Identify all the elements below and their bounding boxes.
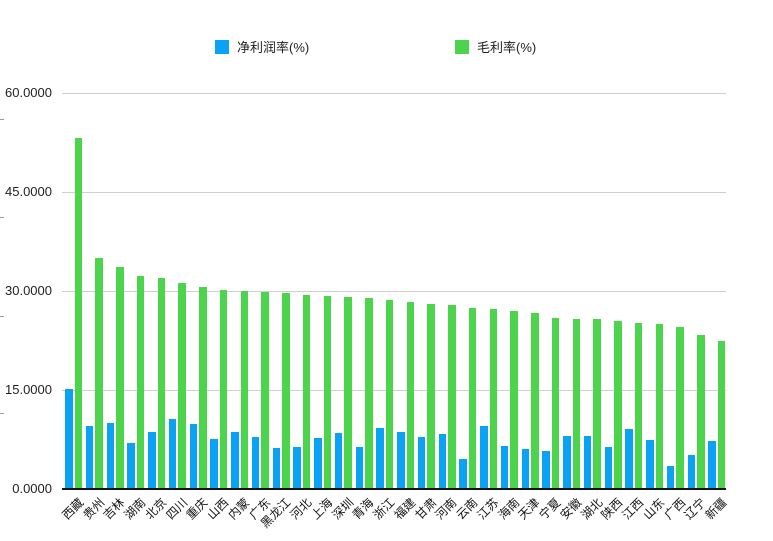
bar-gross-margin-湖北 [593,319,601,489]
bar-net-profit-margin-安徽 [563,435,571,489]
bar-gross-margin-吉林 [116,266,124,489]
bar-net-profit-margin-重庆 [189,424,197,489]
bar-gross-margin-浙江 [385,300,394,489]
bar-gross-margin-湖南 [136,275,145,489]
y-axis-minor-tick [0,119,4,120]
bar-gross-margin-甘肃 [427,304,435,489]
y-axis-tick-label-45: 45.0000 [5,184,52,199]
bar-net-profit-margin-深圳 [334,432,343,489]
bar-gross-margin-深圳 [344,296,352,489]
bar-net-profit-margin-海南 [500,446,509,489]
bar-net-profit-margin-山西 [210,438,218,489]
bar-gross-margin-黑龙江 [282,292,290,489]
bar-gross-margin-广西 [676,326,684,489]
bar-net-profit-margin-福建 [397,432,405,489]
bar-gross-margin-新疆 [717,340,726,489]
bar-net-profit-margin-湖南 [127,442,135,489]
bar-net-profit-margin-内蒙 [231,431,239,489]
gridline-45 [62,192,726,193]
bar-net-profit-margin-西藏 [65,389,73,489]
bar-net-profit-margin-天津 [521,449,529,489]
legend-label-net-profit-margin: 净利润率(%) [237,40,310,55]
bar-net-profit-margin-浙江 [376,427,384,489]
legend-swatch-net-profit-margin-icon [215,39,229,54]
y-axis-minor-tick [0,413,4,414]
y-axis-minor-tick [0,217,4,218]
x-axis-line [62,488,726,490]
bar-net-profit-margin-云南 [459,459,467,489]
bar-gross-margin-上海 [323,295,331,489]
bar-net-profit-margin-辽宁 [687,454,695,489]
bar-net-profit-margin-湖北 [583,436,592,489]
bar-gross-margin-福建 [406,301,414,489]
bar-gross-margin-贵州 [95,258,103,489]
bar-gross-margin-海南 [510,310,518,489]
legend-swatch-gross-margin-icon [455,39,469,54]
bar-gross-margin-陕西 [614,321,622,489]
bar-gross-margin-河北 [302,294,311,489]
bar-net-profit-margin-四川 [168,419,177,489]
bar-net-profit-margin-吉林 [106,423,114,489]
y-axis-tick-label-15: 15.0000 [5,382,52,397]
bar-gross-margin-西藏 [74,137,82,489]
bar-gross-margin-江苏 [489,308,497,489]
bar-net-profit-margin-江苏 [480,426,488,489]
y-axis-tick-label-0: 0.0000 [12,481,52,496]
bar-gross-margin-内蒙 [240,291,248,489]
x-axis-label-新疆: 新疆 [702,495,730,523]
bar-net-profit-margin-江西 [625,428,633,489]
gridline-15 [62,390,726,391]
bar-net-profit-margin-山东 [646,440,654,489]
bar-gross-margin-江西 [634,322,643,489]
legend-label-gross-margin: 毛利率(%) [477,40,537,55]
bar-net-profit-margin-上海 [314,437,322,489]
bar-net-profit-margin-北京 [148,431,156,489]
bar-gross-margin-安徽 [572,319,580,489]
gridline-60 [62,93,726,94]
legend-item-gross-margin[interactable]: 毛利率(%) [455,37,536,56]
bar-gross-margin-宁夏 [551,318,560,489]
bar-gross-margin-四川 [178,283,186,489]
bar-net-profit-margin-河南 [438,434,446,489]
y-axis-tick-label-30: 30.0000 [5,283,52,298]
bar-gross-margin-山西 [219,289,228,489]
legend-item-net-profit-margin[interactable]: 净利润率(%) [215,37,309,56]
bar-gross-margin-重庆 [199,287,207,489]
plot-area [62,93,726,489]
bar-gross-margin-山东 [655,324,663,489]
bar-net-profit-margin-甘肃 [417,436,426,489]
bar-gross-margin-广东 [261,291,269,489]
bar-net-profit-margin-青海 [355,447,363,489]
bar-gross-margin-天津 [531,312,539,489]
bar-gross-margin-辽宁 [697,334,705,489]
bar-gross-margin-河南 [448,304,456,489]
bar-net-profit-margin-广西 [666,465,675,489]
bar-net-profit-margin-河北 [293,446,301,489]
gridline-30 [62,291,726,292]
bar-gross-margin-北京 [157,277,165,489]
bar-gross-margin-云南 [468,307,477,489]
bar-net-profit-margin-新疆 [708,440,716,489]
bar-net-profit-margin-广东 [251,436,260,489]
y-axis-tick-label-60: 60.0000 [5,85,52,100]
bar-gross-margin-青海 [365,297,373,489]
bar-net-profit-margin-贵州 [85,425,94,489]
bar-net-profit-margin-陕西 [604,446,612,489]
bar-net-profit-margin-宁夏 [542,450,550,489]
bar-net-profit-margin-黑龙江 [272,448,280,489]
y-axis-minor-tick [0,316,4,317]
